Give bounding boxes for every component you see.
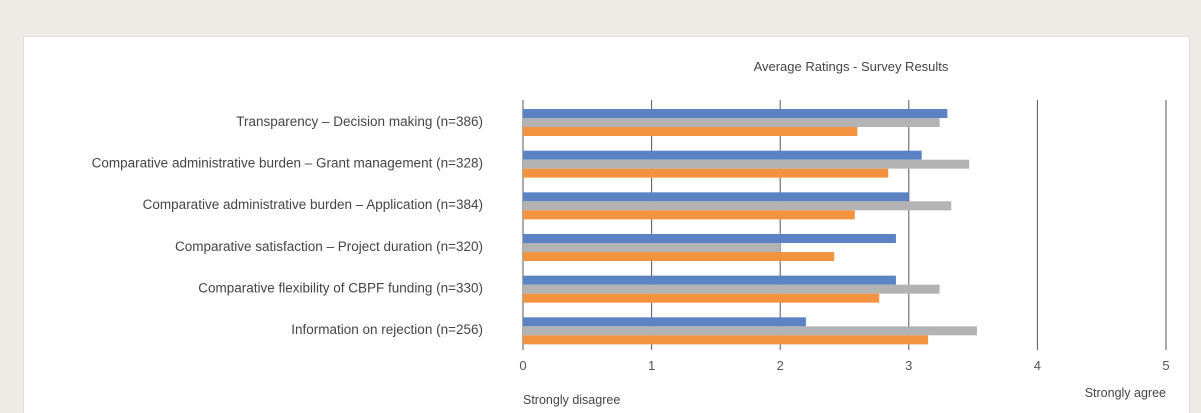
- bar-4-series-1: [523, 234, 896, 243]
- category-label-6: Information on rejection (n=256): [291, 322, 483, 337]
- category-label-1: Transparency – Decision making (n=386): [236, 114, 483, 129]
- category-labels: Transparency – Decision making (n=386) Co…: [92, 114, 483, 337]
- bar-4-series-3: [523, 252, 835, 261]
- bar-5-series-1: [523, 275, 896, 285]
- chart-title: Average Ratings - Survey Results: [754, 59, 949, 74]
- bar-6-series-2: [523, 326, 977, 336]
- x-min-label: Strongly disagree: [523, 393, 620, 407]
- bar-1-series-3: [523, 127, 858, 136]
- x-tick-label-2: 2: [777, 358, 784, 373]
- category-label-3: Comparative administrative burden – Appl…: [143, 197, 483, 212]
- x-tick-label-5: 5: [1162, 358, 1169, 373]
- category-label-4: Comparative satisfaction – Project durat…: [175, 239, 483, 254]
- bar-6-series-1: [523, 317, 806, 327]
- bar-5-series-3: [523, 293, 880, 303]
- bars: [523, 109, 977, 345]
- bar-1-series-2: [523, 118, 940, 127]
- bar-3-series-2: [523, 201, 952, 211]
- x-tick-label-0: 0: [519, 358, 526, 373]
- x-tick-label-4: 4: [1034, 358, 1041, 373]
- category-label-5: Comparative flexibility of CBPF funding …: [198, 281, 483, 296]
- category-label-2: Comparative administrative burden – Gran…: [92, 156, 483, 171]
- x-tick-label-3: 3: [905, 358, 912, 373]
- bar-3-series-1: [523, 192, 909, 202]
- gridlines: [522, 100, 1167, 350]
- chart-card: [23, 36, 1190, 413]
- x-tick-labels: 0 1 2 3 4 5: [519, 358, 1169, 373]
- bar-6-series-3: [523, 335, 929, 345]
- bar-2-series-3: [523, 168, 889, 178]
- bar-2-series-1: [523, 150, 922, 160]
- bar-4-series-2: [523, 243, 781, 252]
- bar-3-series-3: [523, 210, 855, 220]
- bar-5-series-2: [523, 284, 940, 294]
- bar-2-series-2: [523, 159, 970, 169]
- x-max-label: Strongly agree: [1085, 386, 1166, 400]
- bar-1-series-1: [523, 109, 948, 118]
- x-tick-label-1: 1: [648, 358, 655, 373]
